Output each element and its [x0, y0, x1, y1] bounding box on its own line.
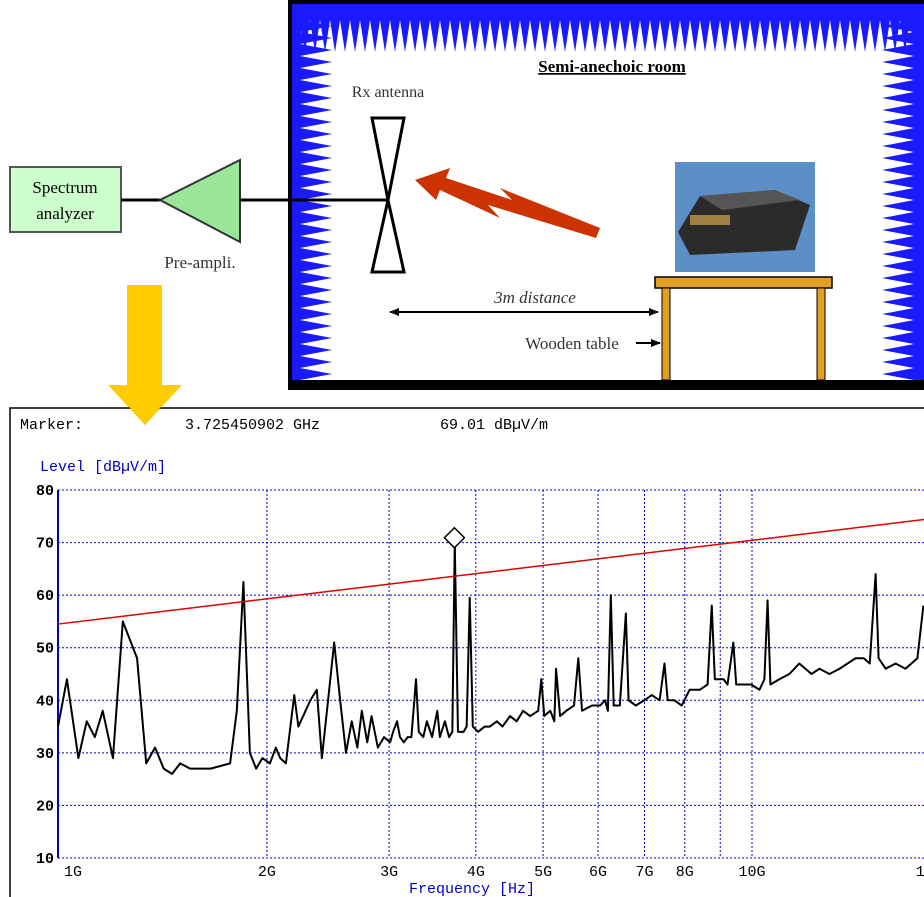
figure: Semi-anechoic room Rx antenna Spectrum a…	[0, 0, 924, 897]
x-tick-label: 2G	[258, 864, 276, 881]
x-tick-label: 4G	[467, 864, 485, 881]
marker-level: 69.01 dBµV/m	[440, 417, 548, 434]
chart-frame	[10, 408, 924, 897]
marker-label: Marker:	[20, 417, 83, 434]
amplifier	[160, 160, 240, 242]
floor	[288, 380, 924, 390]
chart: Marker: 3.725450902 GHz 69.01 dBµV/m Level …	[20, 417, 924, 897]
x-tick-label: 1G	[64, 864, 82, 881]
table-leg	[817, 288, 825, 380]
x-tick-label: 3G	[380, 864, 398, 881]
x-tick-label: 7G	[635, 864, 653, 881]
amplifier-label: Pre-ampli.	[164, 253, 235, 272]
flow-arrow-head	[110, 385, 180, 425]
table-top	[655, 277, 832, 288]
room-title: Semi-anechoic room	[538, 57, 685, 76]
x-tick-label: 6G	[589, 864, 607, 881]
device-connector	[690, 215, 730, 225]
x-axis-title: Frequency [Hz]	[409, 881, 535, 897]
x-tick-label: 8G	[676, 864, 694, 881]
x-tick-label: 18G	[916, 864, 924, 881]
y-tick-label: 70	[36, 536, 54, 553]
table-label: Wooden table	[525, 334, 619, 353]
page: Semi-anechoic room Rx antenna Spectrum a…	[0, 0, 924, 897]
antenna-label: Rx antenna	[352, 84, 424, 101]
distance-label: 3m distance	[493, 288, 576, 307]
x-tick-label: 5G	[534, 864, 552, 881]
analyzer-label: analyzer	[36, 204, 94, 223]
y-tick-label: 20	[36, 798, 54, 815]
y-tick-label: 10	[36, 851, 54, 868]
series-line	[58, 543, 923, 774]
table-leg	[662, 288, 670, 380]
analyzer-label: Spectrum	[32, 178, 97, 197]
y-tick-label: 50	[36, 641, 54, 658]
marker-diamond	[444, 528, 464, 548]
marker-frequency: 3.725450902 GHz	[185, 417, 320, 434]
y-tick-label: 30	[36, 746, 54, 763]
series-line	[58, 519, 924, 624]
y-tick-label: 40	[36, 693, 54, 710]
x-tick-label: 10G	[738, 864, 765, 881]
y-tick-label: 80	[36, 483, 54, 500]
y-tick-label: 60	[36, 588, 54, 605]
y-axis-title: Level [dBµV/m]	[40, 459, 166, 476]
